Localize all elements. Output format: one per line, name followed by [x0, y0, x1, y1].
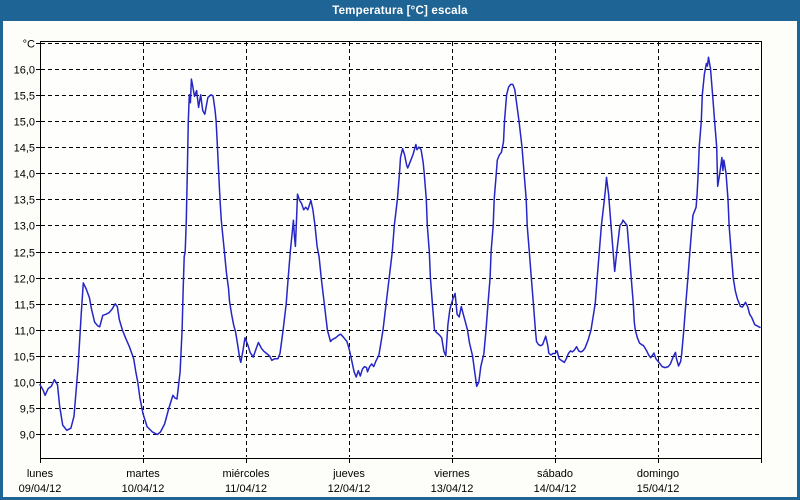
gridlines: [36, 42, 762, 463]
temperature-line: [39, 56, 761, 436]
x-axis-date-label: 12/04/12: [328, 483, 371, 495]
x-axis-day-label: miércoles: [222, 468, 270, 480]
chart-title: Temperatura [°C] escala: [332, 4, 468, 17]
x-axis-day-label: martes: [126, 468, 160, 480]
x-axis-day-label: jueves: [332, 468, 365, 480]
y-axis-tick-label: 11,5: [14, 300, 35, 312]
y-axis-tick-label: 15,5: [14, 91, 35, 103]
y-axis-tick-label: 12,0: [14, 274, 35, 286]
y-axis-tick-label: 15,0: [14, 117, 35, 129]
x-axis-date-label: 15/04/12: [637, 483, 680, 495]
y-axis-tick-label: 13,5: [14, 195, 35, 207]
x-axis-day-label: viernes: [434, 468, 470, 480]
x-axis-date-label: 09/04/12: [19, 483, 62, 495]
x-axis-day-label: lunes: [27, 468, 54, 480]
y-axis-tick-label: 14,0: [14, 169, 35, 181]
y-axis-tick-label: 14,5: [14, 143, 35, 155]
x-axis-day-label: domingo: [637, 468, 679, 480]
y-axis-tick-label: 10,0: [14, 378, 35, 390]
y-axis-tick-label: 10,5: [14, 352, 35, 364]
chart-title-bar: Temperatura [°C] escala: [0, 0, 800, 21]
y-axis-tick-label: 9,5: [20, 404, 35, 416]
x-axis-date-label: 13/04/12: [431, 483, 474, 495]
plot-area: [40, 41, 762, 459]
y-axis-tick-label: 13,0: [14, 221, 35, 233]
y-axis-tick-label: 9,0: [20, 430, 35, 442]
y-axis-unit-label: °C: [23, 39, 35, 51]
y-axis-tick-label: 16,0: [14, 65, 35, 77]
x-axis-date-label: 10/04/12: [122, 483, 165, 495]
x-axis-date-label: 14/04/12: [534, 483, 577, 495]
x-axis-date-label: 11/04/12: [225, 483, 267, 495]
y-axis-tick-label: 12,5: [14, 248, 35, 260]
x-axis-day-label: sábado: [537, 468, 573, 480]
y-axis-tick-label: 11,0: [14, 326, 35, 338]
